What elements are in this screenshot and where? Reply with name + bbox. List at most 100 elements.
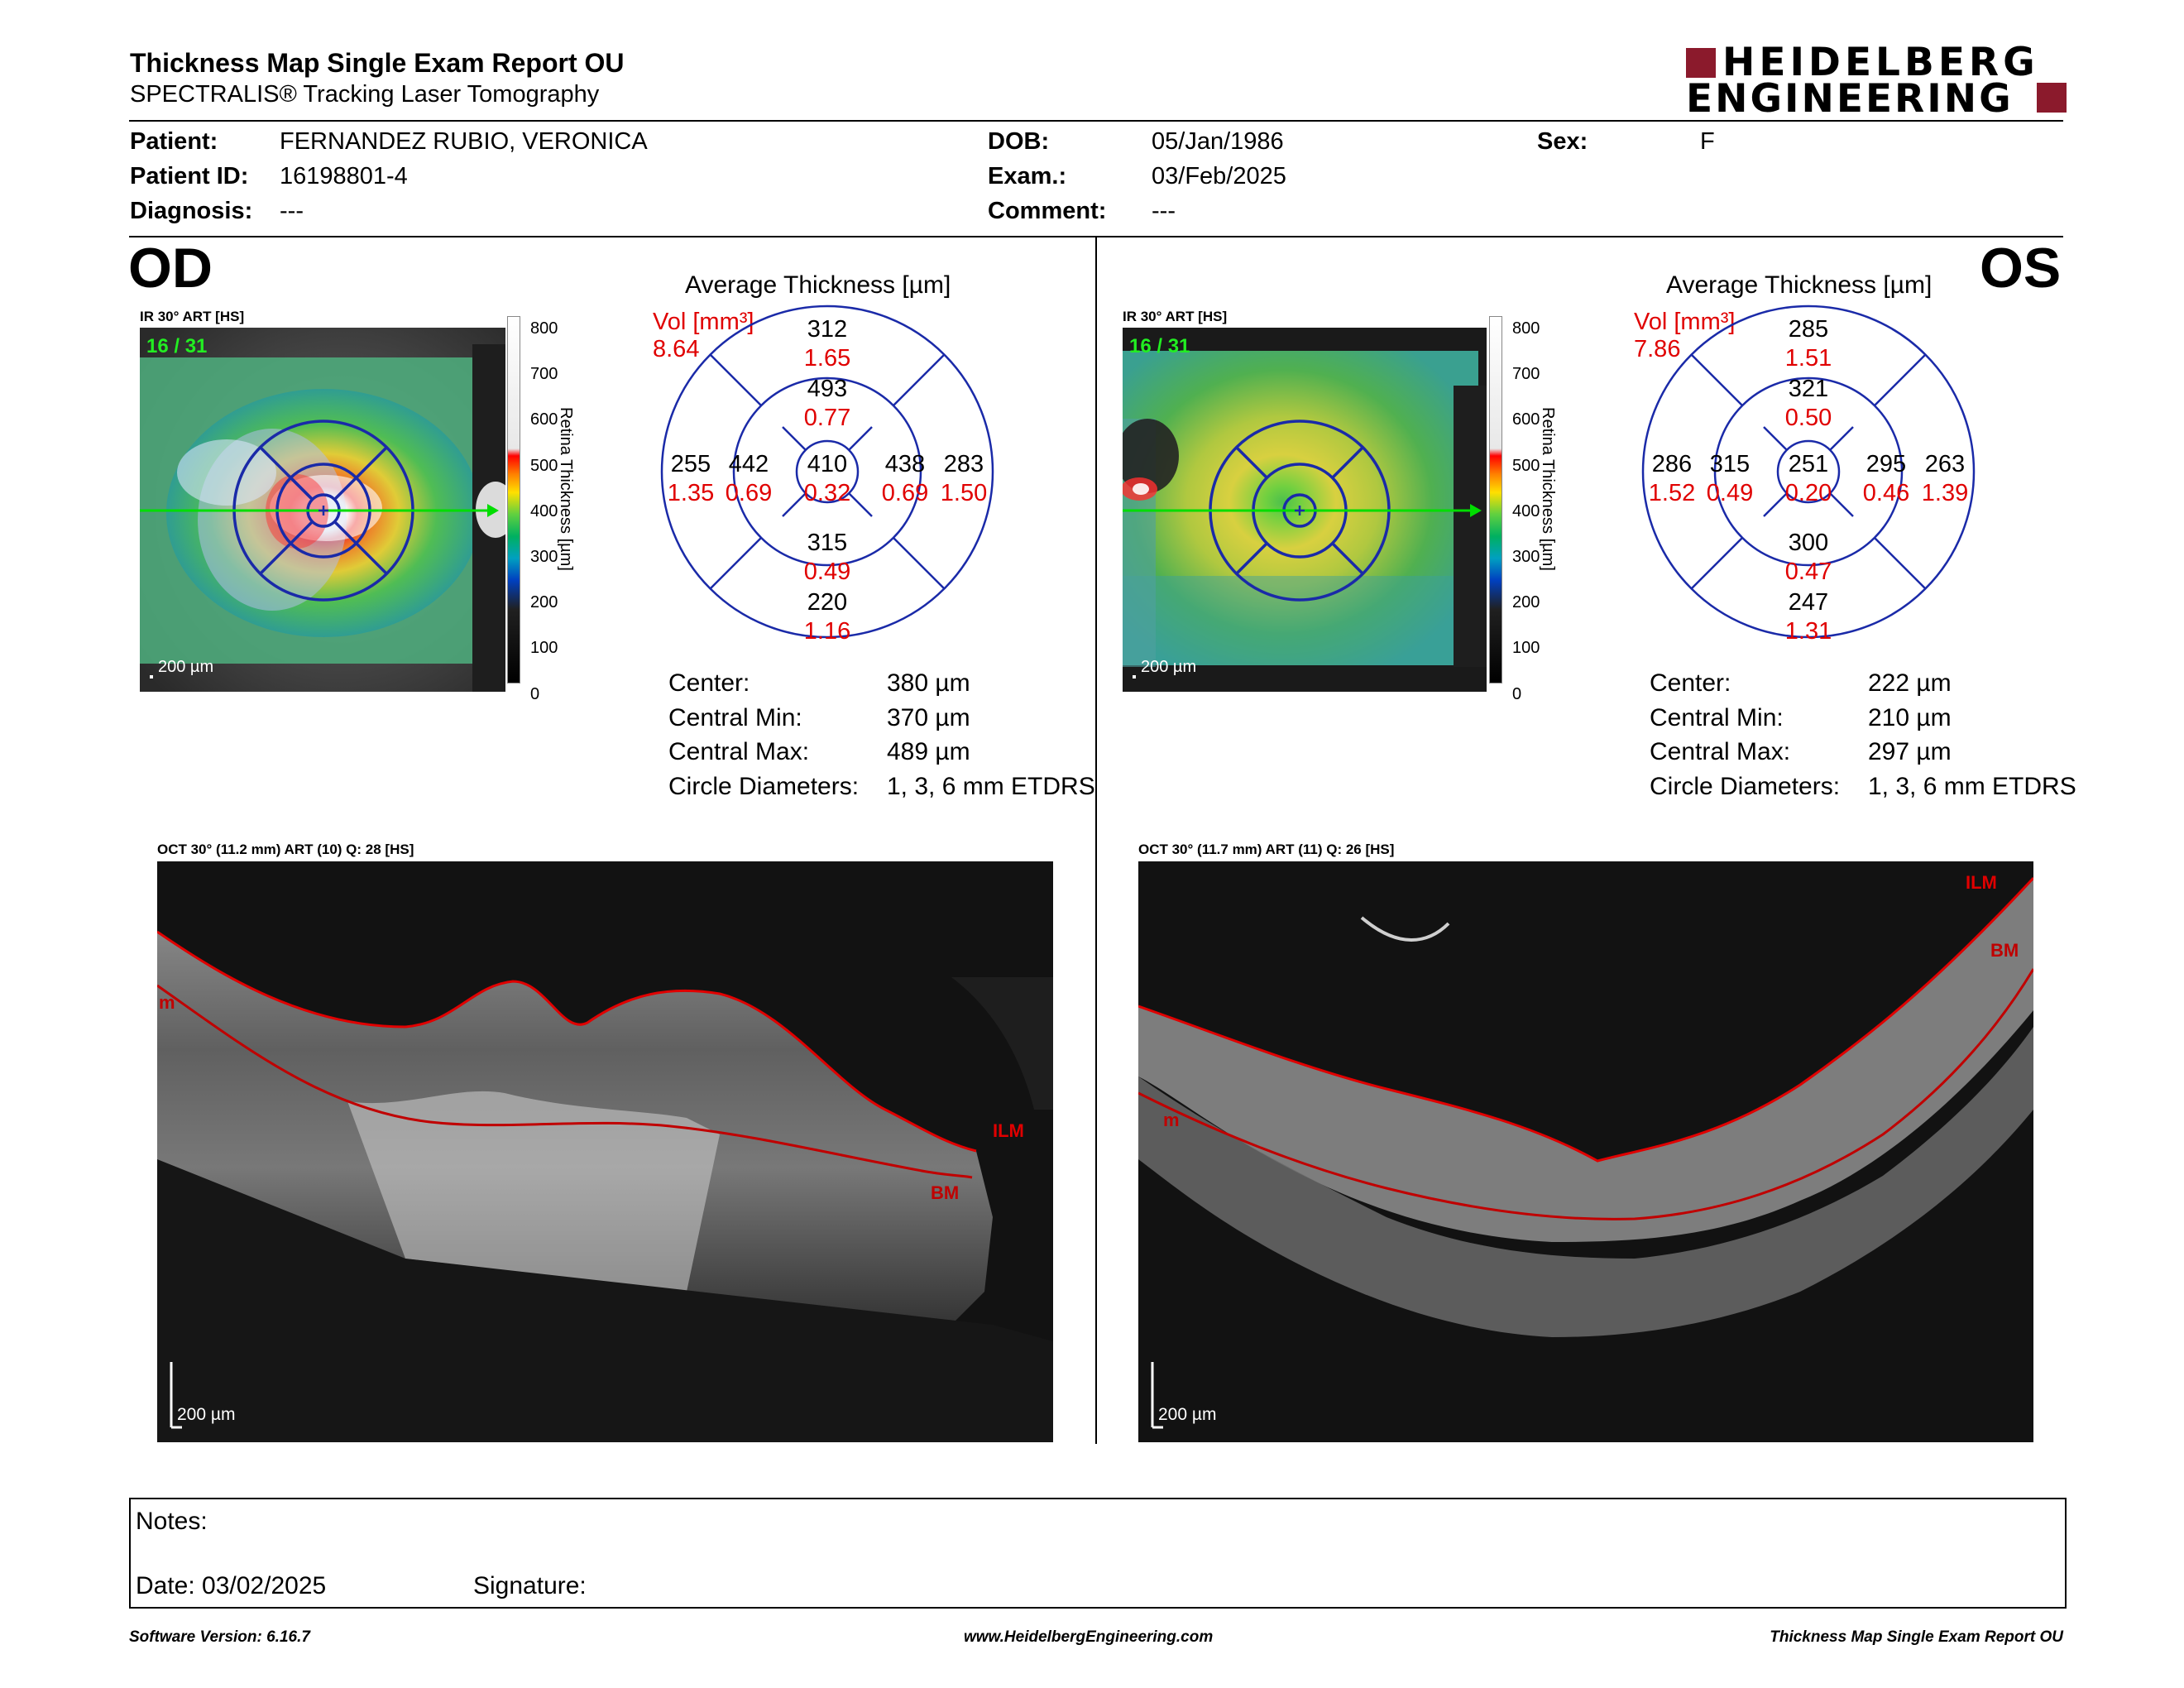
footer-version: Software Version: 6.16.7 xyxy=(129,1628,310,1646)
os-vol-label: Vol [mm³] xyxy=(1634,309,1736,335)
comment-value: --- xyxy=(1152,198,1176,224)
od-outer-sup-t: 312 xyxy=(807,316,847,343)
os-center-v: 0.20 xyxy=(1785,480,1832,506)
os-max-label: Central Max: xyxy=(1650,738,1791,765)
od-vol-total: 8.64 xyxy=(653,336,700,362)
os-inner-left-t: 315 xyxy=(1710,451,1750,477)
od-oct-scan: ILM BM m 200 µm xyxy=(157,861,1053,1442)
report-subtitle: SPECTRALIS® Tracking Laser Tomography xyxy=(130,81,600,108)
os-outer-sup-v: 1.51 xyxy=(1785,345,1832,372)
cb-tick: 100 xyxy=(530,639,558,658)
cb-tick: 200 xyxy=(530,593,558,612)
od-diam-value: 1, 3, 6 mm ETDRS xyxy=(887,773,1095,800)
footer-title: Thickness Map Single Exam Report OU xyxy=(1770,1628,2063,1646)
exam-value: 03/Feb/2025 xyxy=(1152,163,1286,189)
os-label: OS xyxy=(1980,237,2062,300)
os-map-scale: 200 µm xyxy=(1141,658,1196,676)
date-label: Date: 03/02/2025 xyxy=(136,1572,327,1599)
os-center-label: Center: xyxy=(1650,669,1731,697)
od-inner-sup-v: 0.77 xyxy=(804,405,850,431)
os-inner-inf-t: 300 xyxy=(1789,530,1828,556)
cb-tick: 700 xyxy=(530,365,558,384)
dob-label: DOB: xyxy=(988,128,1050,155)
os-center-t: 251 xyxy=(1789,451,1828,477)
cb-tick: 300 xyxy=(530,548,558,567)
diagnosis-value: --- xyxy=(280,198,304,224)
os-avg-title: Average Thickness [µm] xyxy=(1666,271,1933,299)
os-outer-sup-t: 285 xyxy=(1789,316,1828,343)
os-inner-sup-v: 0.50 xyxy=(1785,405,1832,431)
sex-value: F xyxy=(1700,128,1715,155)
cb-tick: 400 xyxy=(1512,501,1540,520)
od-oct-svg: ILM BM m 200 µm xyxy=(157,930,1053,1442)
os-oct-scan: ILM BM m 200 µm xyxy=(1138,861,2033,1442)
od-bm-label: BM xyxy=(931,1182,959,1203)
os-outer-right-v: 1.39 xyxy=(1922,480,1968,506)
dob-value: 05/Jan/1986 xyxy=(1152,128,1284,155)
logo-line-2: ENGINEERING xyxy=(1686,76,2014,122)
od-outer-left-t: 255 xyxy=(671,451,711,477)
cb-tick: 500 xyxy=(1512,456,1540,475)
patient-divider xyxy=(129,236,2063,237)
od-outer-left-v: 1.35 xyxy=(668,480,714,506)
cb-tick: 800 xyxy=(1512,319,1540,338)
header-divider xyxy=(129,120,2063,122)
cb-tick: 700 xyxy=(1512,365,1540,384)
os-outer-inf-t: 247 xyxy=(1789,589,1828,616)
od-ilm-label: ILM xyxy=(993,1120,1024,1141)
od-avg-title: Average Thickness [µm] xyxy=(685,271,951,299)
cb-tick: 0 xyxy=(530,684,540,703)
os-ilm-label: ILM xyxy=(1966,872,1997,893)
od-max-value: 489 µm xyxy=(887,738,970,765)
od-colorbar: 800 700 600 500 400 300 200 100 0 Retina… xyxy=(507,316,598,703)
od-oct-label: OCT 30° (11.2 mm) ART (10) Q: 28 [HS] xyxy=(157,842,414,857)
od-frame-counter: 16 / 31 xyxy=(146,335,207,357)
os-colorbar: 800 700 600 500 400 300 200 100 0 Retina… xyxy=(1489,316,1580,703)
os-outer-left-v: 1.52 xyxy=(1649,480,1695,506)
od-inner-inf-v: 0.49 xyxy=(804,559,850,585)
os-outer-left-t: 286 xyxy=(1652,451,1692,477)
os-colorbar-strip xyxy=(1489,316,1502,683)
od-center-v: 0.32 xyxy=(804,480,850,506)
os-inner-right-t: 295 xyxy=(1866,451,1906,477)
os-ir-label: IR 30° ART [HS] xyxy=(1123,309,1228,324)
report-title: Thickness Map Single Exam Report OU xyxy=(130,48,625,78)
diagnosis-label: Diagnosis: xyxy=(130,198,253,224)
od-label: OD xyxy=(128,237,213,300)
os-min-value: 210 µm xyxy=(1868,704,1952,731)
comment-label: Comment: xyxy=(988,198,1107,224)
patient-label: Patient: xyxy=(130,128,218,155)
od-min-label: Central Min: xyxy=(668,704,802,731)
od-center-value: 380 µm xyxy=(887,669,970,697)
footer-url[interactable]: www.HeidelbergEngineering.com xyxy=(964,1628,1214,1646)
od-colorbar-strip xyxy=(507,316,520,683)
patient-id: 16198801-4 xyxy=(280,163,408,189)
od-outer-sup-v: 1.65 xyxy=(804,345,850,372)
od-outer-inf-t: 220 xyxy=(807,589,847,616)
od-inner-sup-t: 493 xyxy=(807,376,847,402)
cb-tick: 600 xyxy=(530,410,558,429)
od-outer-inf-v: 1.16 xyxy=(804,618,850,641)
od-oct-scale: 200 µm xyxy=(177,1405,235,1424)
od-center-t: 410 xyxy=(807,451,847,477)
os-center-value: 222 µm xyxy=(1868,669,1952,697)
os-oct-svg: ILM BM m 200 µm xyxy=(1138,872,2033,1429)
os-oct-label: OCT 30° (11.7 mm) ART (11) Q: 26 [HS] xyxy=(1138,842,1395,857)
os-colorbar-ticks: 800 700 600 500 400 300 200 100 0 xyxy=(1512,306,1540,717)
logo-square-1 xyxy=(1686,48,1716,78)
cb-tick: 300 xyxy=(1512,548,1540,567)
os-inner-sup-t: 321 xyxy=(1789,376,1828,402)
notes-box[interactable]: Notes: Date: 03/02/2025 Signature: xyxy=(129,1498,2067,1609)
od-ir-label: IR 30° ART [HS] xyxy=(140,309,245,324)
os-diam-value: 1, 3, 6 mm ETDRS xyxy=(1868,773,2076,800)
os-etdrs-chart: 285 1.51 321 0.50 251 0.20 300 0.47 247 … xyxy=(1641,305,1976,641)
od-diam-label: Circle Diameters: xyxy=(668,773,860,800)
cb-tick: 500 xyxy=(530,456,558,475)
os-inner-left-v: 0.49 xyxy=(1707,480,1753,506)
cb-tick: 200 xyxy=(1512,593,1540,612)
od-inner-right-v: 0.69 xyxy=(882,480,928,506)
os-inner-right-v: 0.46 xyxy=(1863,480,1909,506)
cb-tick: 100 xyxy=(1512,639,1540,658)
cb-tick: 600 xyxy=(1512,410,1540,429)
os-min-label: Central Min: xyxy=(1650,704,1784,731)
